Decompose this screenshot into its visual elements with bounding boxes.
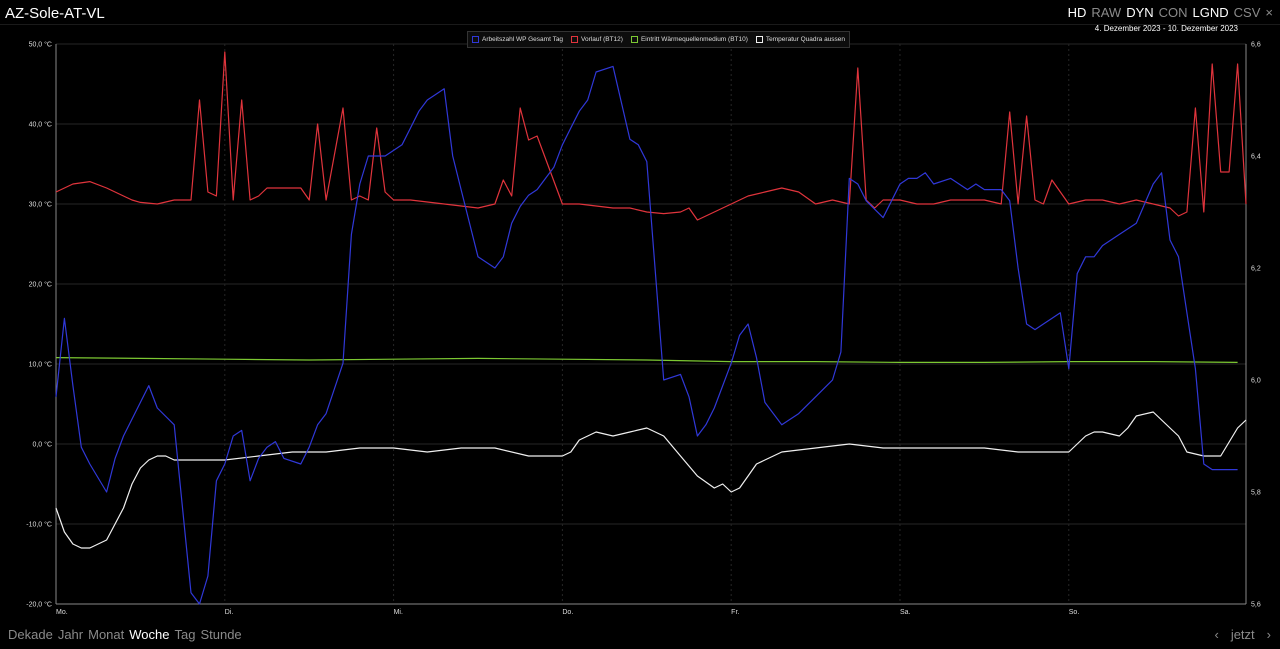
next-icon[interactable]: › <box>1266 627 1271 642</box>
close-icon[interactable]: × <box>1265 5 1273 20</box>
date-range: 4. Dezember 2023 - 10. Dezember 2023 <box>1094 24 1238 33</box>
nav-stunde[interactable]: Stunde <box>200 627 242 642</box>
y-left-tick-label: 50,0 °C <box>29 41 52 49</box>
now-button[interactable]: jetzt <box>1230 627 1255 642</box>
legend-item-aussen[interactable]: Temperatur Quadra aussen <box>755 36 846 43</box>
period-nav: Dekade Jahr Monat Woche Tag Stunde <box>8 627 242 642</box>
legend-label-vorlauf: Vorlauf (BT12) <box>581 36 623 43</box>
legend-item-vorlauf[interactable]: Vorlauf (BT12) <box>571 36 623 43</box>
x-tick-label: Sa. <box>900 609 911 616</box>
mode-dyn[interactable]: DYN <box>1126 5 1154 20</box>
x-tick-label: Mo. <box>56 609 68 616</box>
x-tick-label: Fr. <box>731 609 739 616</box>
mode-hd[interactable]: HD <box>1067 5 1087 20</box>
y-right-tick-label: 6,2 <box>1251 266 1261 273</box>
legend-checkbox-vorlauf[interactable] <box>571 36 579 43</box>
chart-legend: Arbeitszahl WP Gesamt Tag Vorlauf (BT12)… <box>467 31 851 48</box>
y-left-tick-label: -10,0 °C <box>26 521 52 529</box>
nav-dekade[interactable]: Dekade <box>8 627 53 642</box>
legend-label-aussen: Temperatur Quadra aussen <box>765 36 846 43</box>
mode-toolbar: HD RAW DYN CON LGND CSV × <box>1068 5 1273 20</box>
x-tick-label: So. <box>1069 609 1080 616</box>
y-right-tick-label: 5,8 <box>1251 490 1261 497</box>
mode-raw[interactable]: RAW <box>1091 5 1122 20</box>
x-tick-label: Di. <box>225 609 234 616</box>
legend-checkbox-aussen[interactable] <box>755 36 763 43</box>
x-tick-label: Do. <box>562 609 573 616</box>
series-line-bt10 <box>55 357 1238 363</box>
legend-item-bt10[interactable]: Eintritt Wärmequellenmedium (BT10) <box>630 36 748 43</box>
legend-item-az[interactable]: Arbeitszahl WP Gesamt Tag <box>472 36 563 43</box>
app-title: AZ-Sole-AT-VL <box>5 5 105 22</box>
mode-lgnd[interactable]: LGND <box>1192 5 1229 20</box>
series-line-aussen <box>55 411 1247 549</box>
mode-con[interactable]: CON <box>1158 5 1188 20</box>
legend-checkbox-az[interactable] <box>472 36 479 43</box>
series-line-az <box>55 65 1238 605</box>
legend-label-az: Arbeitszahl WP Gesamt Tag <box>482 36 564 43</box>
nav-monat[interactable]: Monat <box>88 627 125 642</box>
legend-label-bt10: Eintritt Wärmequellenmedium (BT10) <box>640 36 748 43</box>
y-left-tick-label: 20,0 °C <box>29 281 52 289</box>
x-tick-label: Mi. <box>394 609 403 616</box>
y-right-tick-label: 6,0 <box>1251 378 1261 385</box>
y-left-tick-label: 40,0 °C <box>29 121 52 129</box>
y-left-tick-label: 30,0 °C <box>29 201 52 209</box>
y-right-tick-label: 6,6 <box>1251 42 1261 49</box>
y-left-tick-label: -20,0 °C <box>26 601 52 609</box>
prev-icon[interactable]: ‹ <box>1214 627 1219 642</box>
y-right-tick-label: 5,6 <box>1251 602 1261 609</box>
header-divider <box>0 24 1280 25</box>
nav-tag[interactable]: Tag <box>174 627 196 642</box>
pager: ‹ jetzt › <box>1214 627 1271 642</box>
legend-checkbox-bt10[interactable] <box>630 36 638 43</box>
mode-csv[interactable]: CSV <box>1233 5 1261 20</box>
nav-woche[interactable]: Woche <box>129 627 170 642</box>
y-left-tick-label: 0,0 °C <box>32 441 52 449</box>
y-left-tick-label: 10,0 °C <box>29 361 52 369</box>
nav-jahr[interactable]: Jahr <box>57 627 84 642</box>
y-right-tick-label: 6,4 <box>1251 154 1261 161</box>
series-line-vorlauf <box>55 51 1247 221</box>
